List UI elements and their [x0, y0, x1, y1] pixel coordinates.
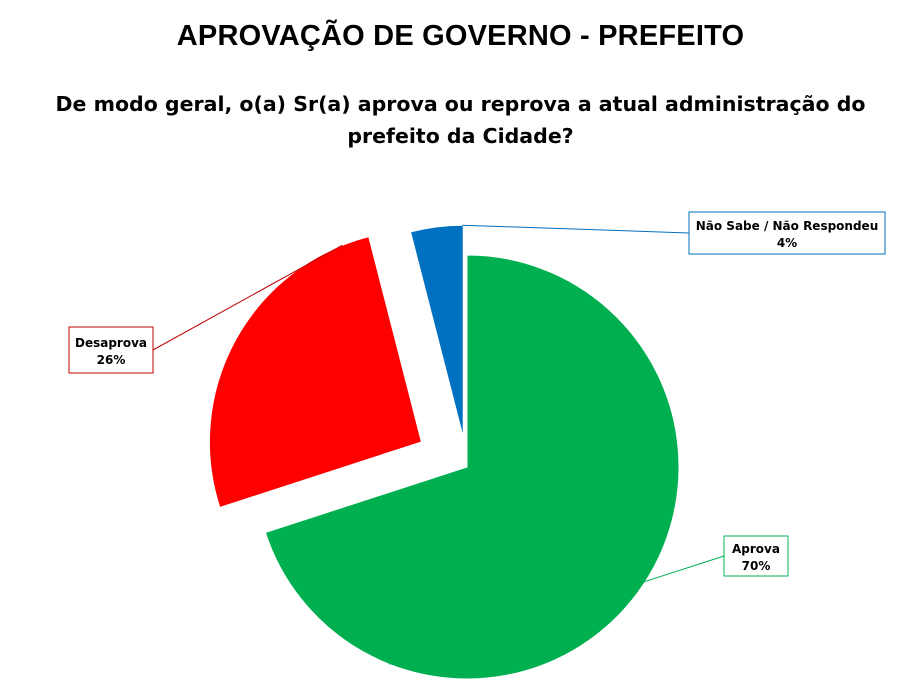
data-label: Aprova 70%: [723, 535, 789, 577]
pie-slice-desaprova: [208, 235, 423, 509]
data-label-name: Aprova: [732, 542, 780, 556]
data-label-value: 26%: [97, 353, 126, 367]
leader-line: [152, 244, 343, 351]
data-label-box: [68, 326, 154, 374]
pie-slices: [208, 224, 680, 680]
leader-lines: [152, 224, 725, 665]
data-label-value: 4%: [777, 236, 797, 250]
leader-line: [388, 555, 725, 665]
data-label-name: Desaprova: [75, 336, 147, 350]
data-label: Não Sabe / Não Respondeu 4%: [688, 211, 886, 255]
slice-labels: Aprova 70% Desaprova 26% Não Sabe / Não Resp…: [68, 211, 886, 577]
pie-slice-n-o-sabe-n-o-respondeu: [409, 224, 464, 438]
chart-subtitle: De modo geral, o(a) Sr(a) aprova ou repr…: [55, 92, 866, 148]
leader-line: [462, 224, 690, 234]
data-label-name: Não Sabe / Não Respondeu: [696, 219, 879, 233]
data-label-box: [723, 535, 789, 577]
pie-slice-aprova: [264, 254, 680, 680]
data-label-box: [688, 211, 886, 255]
chart-title: APROVAÇÃO DE GOVERNO - PREFEITO: [176, 20, 745, 52]
data-label-value: 70%: [742, 559, 771, 573]
data-label: Desaprova 26%: [68, 326, 154, 374]
